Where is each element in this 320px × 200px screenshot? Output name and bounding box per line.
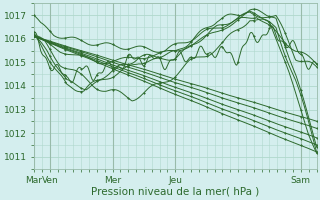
X-axis label: Pression niveau de la mer( hPa ): Pression niveau de la mer( hPa )	[91, 187, 260, 197]
